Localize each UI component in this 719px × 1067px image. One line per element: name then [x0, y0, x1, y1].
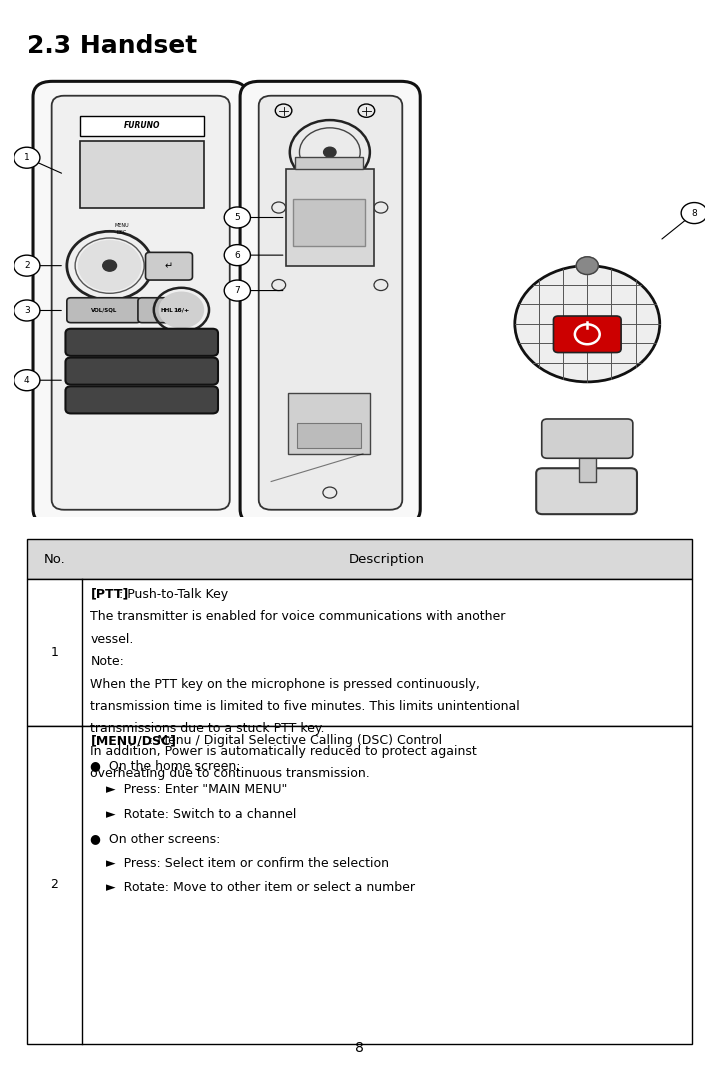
Bar [293, 200, 365, 246]
Circle shape [14, 147, 40, 169]
Circle shape [78, 241, 141, 290]
Text: The transmitter is enabled for voice communications with another: The transmitter is enabled for voice com… [91, 610, 505, 623]
Bar [80, 116, 204, 136]
FancyBboxPatch shape [541, 419, 633, 458]
Text: [MENU/DSC]: [MENU/DSC] [91, 734, 176, 747]
Text: 8: 8 [355, 1040, 364, 1055]
Text: VOL/SQL: VOL/SQL [91, 307, 117, 313]
FancyBboxPatch shape [554, 316, 621, 352]
Circle shape [14, 300, 40, 321]
Text: 4: 4 [24, 376, 29, 385]
Circle shape [515, 266, 660, 382]
Text: [PTT]: [PTT] [91, 588, 129, 601]
Bar [288, 393, 370, 453]
Text: In addition, Power is automatically reduced to protect against: In addition, Power is automatically redu… [91, 745, 477, 758]
Text: 3: 3 [24, 306, 29, 315]
Text: FURUNO: FURUNO [124, 122, 160, 130]
FancyBboxPatch shape [65, 357, 218, 385]
Circle shape [103, 260, 116, 271]
Text: 16/+: 16/+ [173, 307, 190, 313]
Circle shape [14, 369, 40, 391]
Bar [27, 539, 692, 579]
Text: transmissions due to a stuck PTT key.: transmissions due to a stuck PTT key. [91, 722, 325, 735]
FancyBboxPatch shape [33, 81, 247, 525]
Bar [27, 579, 692, 726]
Text: Description: Description [349, 553, 425, 566]
FancyBboxPatch shape [65, 329, 218, 356]
FancyBboxPatch shape [67, 298, 141, 322]
Text: 7: 7 [234, 286, 240, 296]
Text: DSC: DSC [117, 230, 127, 235]
Text: ►  Press: Select item or confirm the selection: ► Press: Select item or confirm the sele… [106, 857, 389, 870]
Text: 1: 1 [24, 154, 29, 162]
Text: 5: 5 [234, 213, 240, 222]
Circle shape [576, 257, 598, 274]
Text: Note:: Note: [91, 655, 124, 668]
Text: : Menu / Digital Selective Calling (DSC) Control: : Menu / Digital Selective Calling (DSC)… [149, 734, 441, 747]
FancyBboxPatch shape [259, 96, 403, 510]
Text: ●  On the home screen:: ● On the home screen: [91, 759, 241, 771]
Text: 2: 2 [50, 878, 58, 891]
FancyBboxPatch shape [65, 386, 218, 413]
FancyBboxPatch shape [138, 298, 196, 322]
Circle shape [681, 203, 707, 224]
Text: 6: 6 [234, 251, 240, 259]
Text: 8: 8 [692, 208, 697, 218]
Bar [285, 169, 374, 266]
Text: ↵: ↵ [165, 261, 173, 271]
Bar [579, 446, 595, 481]
Text: 2: 2 [24, 261, 29, 270]
Circle shape [160, 292, 203, 328]
Text: 2.3 Handset: 2.3 Handset [27, 34, 198, 58]
Text: transmission time is limited to five minutes. This limits unintentional: transmission time is limited to five min… [91, 700, 520, 713]
FancyBboxPatch shape [536, 468, 637, 514]
Text: ►  Press: Enter "MAIN MENU": ► Press: Enter "MAIN MENU" [106, 783, 288, 796]
Text: ►  Rotate: Switch to a channel: ► Rotate: Switch to a channel [106, 808, 297, 821]
Text: ►  Rotate: Move to other item or select a number: ► Rotate: Move to other item or select a… [106, 881, 416, 894]
Bar [296, 157, 363, 169]
Circle shape [224, 244, 250, 266]
Text: : Push-to-Talk Key: : Push-to-Talk Key [119, 588, 229, 601]
Bar [298, 424, 361, 448]
Circle shape [224, 207, 250, 228]
Text: ●  On other screens:: ● On other screens: [91, 832, 221, 845]
FancyBboxPatch shape [52, 96, 230, 510]
Text: HHL: HHL [160, 307, 173, 313]
Text: 1: 1 [50, 646, 58, 659]
Text: vessel.: vessel. [91, 633, 134, 646]
Bar [80, 141, 204, 207]
Text: MENU: MENU [115, 223, 129, 228]
FancyBboxPatch shape [145, 253, 193, 280]
Bar [27, 726, 692, 1044]
Circle shape [324, 147, 336, 157]
Circle shape [14, 255, 40, 276]
Text: When the PTT key on the microphone is pressed continuously,: When the PTT key on the microphone is pr… [91, 678, 480, 690]
Text: overheating due to continuous transmission.: overheating due to continuous transmissi… [91, 767, 370, 780]
Circle shape [158, 262, 165, 269]
Circle shape [224, 280, 250, 301]
Text: No.: No. [44, 553, 65, 566]
FancyBboxPatch shape [240, 81, 420, 525]
